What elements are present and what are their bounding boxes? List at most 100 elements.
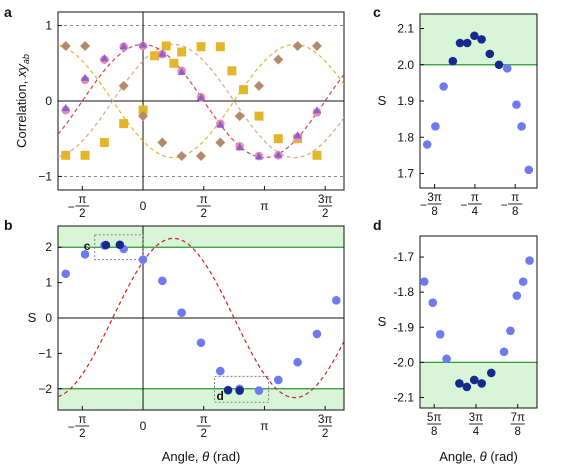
panel-letter-b: b [4,217,13,233]
x-tick-label: 0 [140,199,147,213]
x-tick-label-den: 8 [431,426,437,438]
y-tick-label: −1 [38,169,52,183]
x-tick-label-den: 2 [201,428,207,440]
x-tick-label-den: 2 [79,428,85,440]
y-tick-label: -1.8 [393,285,414,299]
data-point [196,42,206,52]
y-axis-label-text: Correlation, xyab [14,54,31,148]
data-point [61,150,71,160]
zoom-box [94,234,144,261]
data-point [435,329,445,339]
data-point [150,51,160,61]
data-point [512,291,522,300]
data-point-violation [462,38,472,48]
data-point [138,105,148,115]
data-point [99,137,109,147]
x-tick-label-num: π [78,194,86,206]
x-tick-label-num: 3π [318,194,332,206]
fit-curve [58,43,344,159]
data-point [61,104,70,112]
y-tick-label: 1.7 [397,167,414,181]
x-tick-label: 0 [140,419,147,433]
data-point [518,277,528,286]
data-point [215,137,226,148]
data-point [158,49,167,57]
x-tick-label-num: π [200,414,208,426]
x-tick-label-num: π [511,192,519,204]
data-point [254,152,263,160]
x-tick-label-sign: − [68,200,75,214]
data-point [196,151,206,162]
data-point [524,165,534,175]
y-tick-label: 2 [45,240,52,254]
data-point [138,111,149,122]
x-tick-label-sign: − [420,198,427,212]
data-point-violation [101,240,111,250]
x-tick-label-num: π [200,194,208,206]
y-tick-label: 1.8 [397,130,414,144]
data-point [293,357,302,367]
x-axis-label: Angle, θ (rad) [439,449,518,464]
data-point [157,137,168,148]
y-tick-label: −2 [38,382,52,396]
y-tick-label: 1.9 [397,94,414,108]
data-point-violation [469,375,479,385]
data-point [311,40,322,51]
y-tick-label: -2.0 [393,355,414,369]
data-point [273,54,284,65]
data-point-violation [455,379,464,388]
data-point [442,354,451,364]
data-point [100,54,109,62]
data-point [254,111,264,121]
y-tick-label: 0 [45,94,52,108]
data-point [119,119,129,129]
data-point [312,150,322,160]
data-point-violation [235,386,244,395]
x-tick-label-den: 8 [512,206,518,218]
data-point-violation [486,368,496,378]
quantum-region [58,226,344,248]
x-tick-label-num: 3π [318,414,332,426]
panel-letter-a: a [4,4,12,20]
data-point [506,326,515,336]
data-point [499,347,509,357]
data-point [177,47,187,57]
data-point [158,276,167,286]
data-point [161,41,171,51]
data-point-violation [448,56,458,66]
x-tick-label-den: 4 [473,426,480,438]
data-point-violation [494,60,504,70]
data-point-violation [223,385,233,395]
y-tick-label: 1 [45,19,52,33]
data-point-violation [470,31,479,41]
data-point [512,100,521,109]
data-point [253,80,264,91]
data-point [60,40,71,51]
y-axis-label: Correlation, xyab [14,54,31,148]
x-tick-label-num: π [78,414,86,426]
data-point [235,143,244,151]
data-point [502,64,512,73]
data-point-violation [477,379,486,388]
data-point [227,66,237,76]
data-point [215,42,225,52]
data-point [169,58,179,68]
data-point [80,150,90,160]
data-point [312,106,321,114]
data-point [273,375,283,385]
data-point [525,256,534,265]
data-point [419,277,429,286]
x-tick-label-den: 2 [322,208,328,220]
data-point [422,140,432,149]
data-point [176,151,187,162]
data-point [254,386,264,395]
x-axis-label: Angle, θ (rad) [162,449,241,464]
y-tick-label: 2.0 [397,58,414,72]
data-point [431,122,440,131]
data-point [216,366,225,376]
x-tick-label-sign: − [68,420,75,434]
zoom-box-label: c [84,239,91,253]
data-point [177,308,186,317]
x-tick-label-num: 3π [469,412,483,424]
